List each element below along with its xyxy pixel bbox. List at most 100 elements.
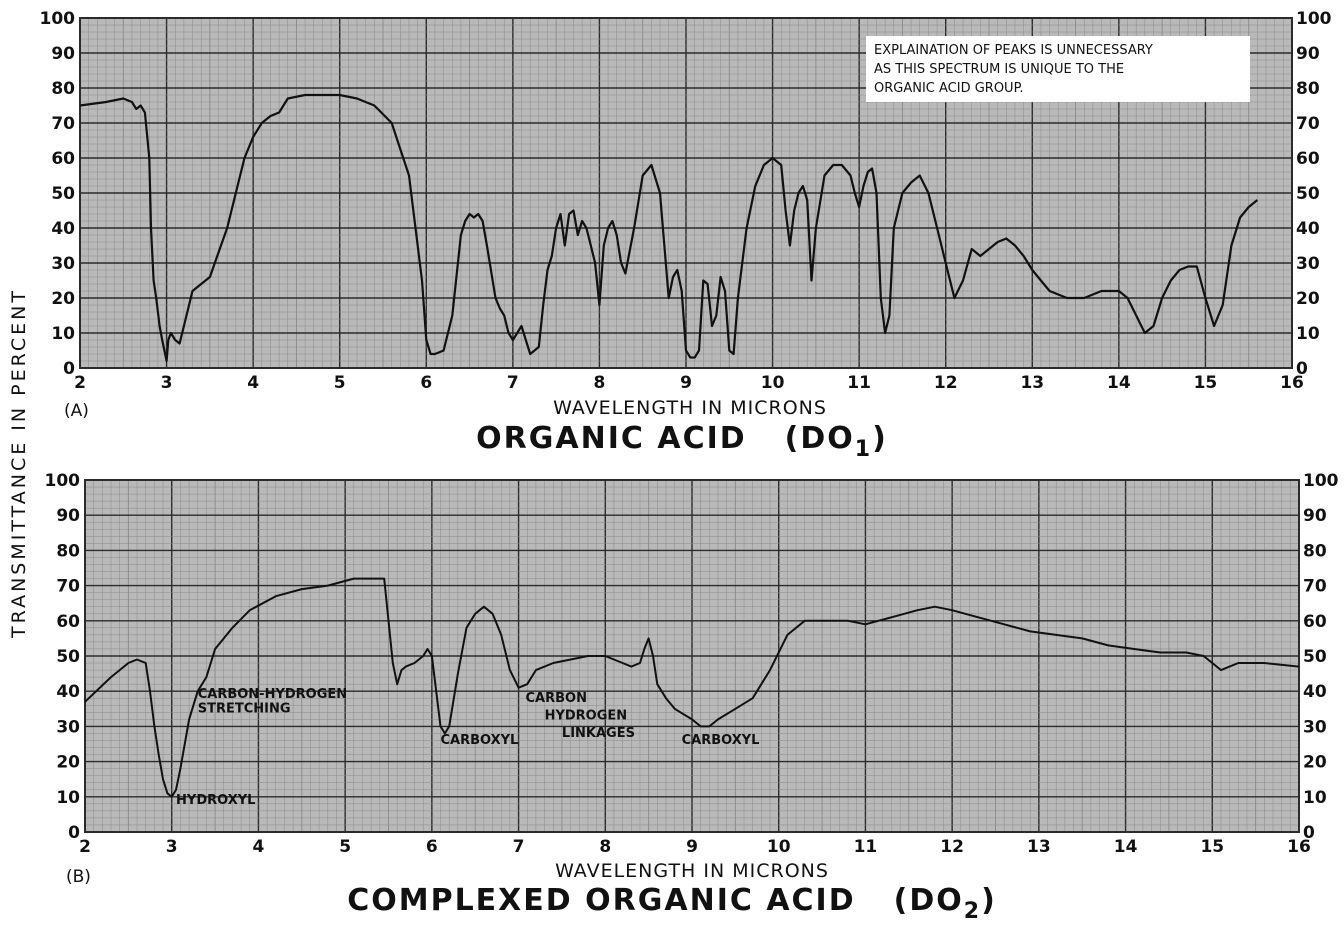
panel-b-y-tick-left: 70 <box>56 577 80 597</box>
panel-b-x-tick: 16 <box>1287 837 1311 857</box>
panel-b-x-tick: 6 <box>426 837 438 857</box>
panel-a-y-tick-left: 50 <box>51 184 75 204</box>
panel-a-frame <box>79 17 1293 369</box>
panel-b-y-tick-left: 30 <box>56 717 80 737</box>
panel-a-x-tick: 9 <box>680 373 692 393</box>
panel-b-y-tick-right: 0 <box>1303 823 1315 843</box>
panel-b-y-tick-left: 50 <box>56 647 80 667</box>
panel-a-y-tick-right: 30 <box>1296 254 1320 274</box>
panel-b-x-tick: 4 <box>253 837 265 857</box>
panel-b-x-tick: 14 <box>1114 837 1138 857</box>
panel-b-x-tick: 12 <box>940 837 964 857</box>
panel-a-y-tick-right: 0 <box>1296 359 1308 379</box>
panel-b-x-tick: 5 <box>339 837 351 857</box>
panel-b-y-tick-right: 60 <box>1303 612 1327 632</box>
panel-a-x-axis-title: WAVELENGTH IN MICRONS <box>553 397 827 419</box>
panel-a-spectrum-line <box>79 93 1259 363</box>
panel-a-y-tick-right: 60 <box>1296 149 1320 169</box>
panel-a-x-tick: 8 <box>594 373 606 393</box>
panel-b-y-tick-left: 80 <box>56 541 80 561</box>
panel-a-letter: (A) <box>64 401 89 421</box>
panel-b-annotation: CARBOXYL <box>682 733 760 748</box>
panel-b-y-tick-left: 90 <box>56 506 80 526</box>
panel-a-x-tick: 13 <box>1020 373 1044 393</box>
panel-b-frame <box>84 479 1300 833</box>
panel-b-annotation: STRETCHING <box>198 701 291 716</box>
panel-a-note-line-2: AS THIS SPECTRUM IS UNIQUE TO THE <box>874 62 1124 77</box>
panel-a-y-tick-left: 100 <box>40 9 76 29</box>
panel-b-x-tick: 2 <box>79 837 91 857</box>
panel-b-y-tick-right: 100 <box>1303 471 1339 491</box>
panel-b-y-tick-left: 0 <box>68 823 80 843</box>
panel-a-y-tick-left: 90 <box>51 44 75 64</box>
panel-b-grid <box>84 479 1300 833</box>
panel-a-title: ORGANIC ACID (DO1) <box>476 421 888 462</box>
panel-a-y-tick-left: 80 <box>51 79 75 99</box>
panel-a-title-subscript: 1 <box>855 437 872 462</box>
panel-a-y-tick-labels-right: 0 10 20 30 40 50 60 70 80 90 100 <box>1296 9 1332 379</box>
panel-b-letter: (B) <box>66 867 91 887</box>
panel-b-y-tick-labels-left: 0 10 20 30 40 50 60 70 80 90 100 <box>45 471 81 843</box>
panel-a-x-tick: 11 <box>847 373 871 393</box>
panel-a-y-tick-right: 90 <box>1296 44 1320 64</box>
panel-a-x-tick: 3 <box>161 373 173 393</box>
panel-a-y-tick-right: 50 <box>1296 184 1320 204</box>
panel-a-x-tick: 4 <box>247 373 259 393</box>
panel-a-note-box <box>866 36 1250 102</box>
panel-b-title-close: ) <box>981 883 997 918</box>
panel-a-y-tick-left: 20 <box>51 289 75 309</box>
panel-a-y-tick-left: 40 <box>51 219 75 239</box>
panel-a-y-tick-left: 0 <box>63 359 75 379</box>
panel-a-y-tick-right: 70 <box>1296 114 1320 134</box>
panel-a-note-line-3: ORGANIC ACID GROUP. <box>874 81 1024 96</box>
panel-b-annotation: CARBON <box>526 691 587 706</box>
panel-b-y-tick-right: 10 <box>1303 788 1327 808</box>
panel-b-x-tick: 9 <box>686 837 698 857</box>
panel-a-y-tick-left: 70 <box>51 114 75 134</box>
panel-b-title-text: COMPLEXED ORGANIC ACID <box>347 883 855 918</box>
panel-a-y-tick-right: 10 <box>1296 324 1320 344</box>
panel-a-title-code: (DO <box>785 421 855 456</box>
panel-b-y-tick-labels-right: 0 10 20 30 40 50 60 70 80 90 100 <box>1303 471 1339 843</box>
panel-a-y-tick-right: 80 <box>1296 79 1320 99</box>
panel-b-annotation: HYDROXYL <box>176 793 255 808</box>
panel-b-annotation: LINKAGES <box>562 726 635 741</box>
panel-b-x-tick: 3 <box>166 837 178 857</box>
panel-a-y-tick-right: 40 <box>1296 219 1320 239</box>
panel-b-y-tick-left: 20 <box>56 753 80 773</box>
panel-b-x-tick: 8 <box>599 837 611 857</box>
panel-b-x-tick: 11 <box>854 837 878 857</box>
panel-a-y-tick-right: 100 <box>1296 9 1332 29</box>
panel-b-y-tick-left: 60 <box>56 612 80 632</box>
panel-a-title-text: ORGANIC ACID <box>476 421 746 456</box>
panel-b-y-tick-left: 10 <box>56 788 80 808</box>
panel-a-y-tick-left: 10 <box>51 324 75 344</box>
panel-a-title-close: ) <box>872 421 888 456</box>
y-axis-label: TRANSMITTANCE IN PERCENT <box>8 288 30 639</box>
panel-a-x-tick: 5 <box>334 373 346 393</box>
panel-b-y-tick-right: 70 <box>1303 577 1327 597</box>
panel-a-y-tick-left: 60 <box>51 149 75 169</box>
panel-a-x-tick: 15 <box>1194 373 1218 393</box>
panel-b-x-tick: 10 <box>767 837 791 857</box>
panel-a-x-tick: 10 <box>761 373 785 393</box>
panel-a-x-tick-labels: 2 3 4 5 6 7 8 9 10 11 12 13 14 15 16 <box>74 373 1304 393</box>
panel-b-y-tick-right: 40 <box>1303 682 1327 702</box>
panel-a-x-tick: 7 <box>507 373 519 393</box>
panel-a-note-line-1: EXPLAINATION OF PEAKS IS UNNECESSARY <box>874 43 1153 58</box>
panel-a-y-tick-right: 20 <box>1296 289 1320 309</box>
panel-a-x-tick: 14 <box>1107 373 1131 393</box>
panel-b-y-tick-right: 90 <box>1303 506 1327 526</box>
panel-a-x-tick: 6 <box>420 373 432 393</box>
panel-b-annotation: HYDROGEN <box>545 708 628 723</box>
panel-b-title-code: (DO <box>894 883 964 918</box>
panel-a-x-tick: 2 <box>74 373 86 393</box>
panel-b-y-tick-left: 40 <box>56 682 80 702</box>
panel-b-annotation: CARBOXYL <box>441 733 519 748</box>
panel-b-x-tick-labels: 2 3 4 5 6 7 8 9 10 11 12 13 14 15 16 <box>79 837 1311 857</box>
panel-a-x-tick: 16 <box>1280 373 1304 393</box>
panel-a-y-tick-left: 30 <box>51 254 75 274</box>
